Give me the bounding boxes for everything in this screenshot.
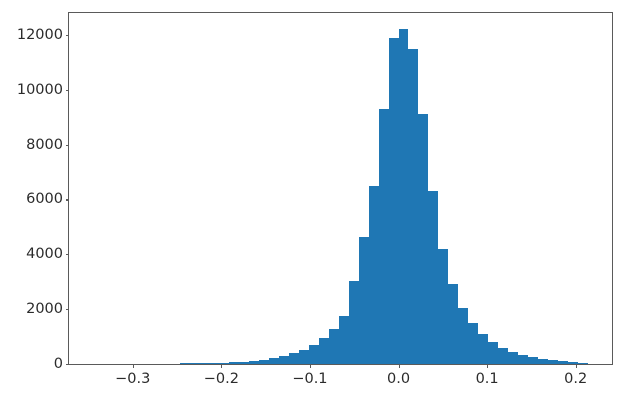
y-tick-label: 8000 xyxy=(26,136,63,153)
y-tick-label: 0 xyxy=(53,355,63,372)
x-tick-label: 0.1 xyxy=(475,371,499,387)
x-tick-label: 0.0 xyxy=(386,371,411,387)
histogram-bar xyxy=(448,284,459,364)
y-tick-mark xyxy=(65,89,69,91)
y-tick-label: 4000 xyxy=(26,246,63,263)
histogram-bar xyxy=(328,328,339,364)
histogram-bar xyxy=(488,342,499,364)
y-tick-label: 12000 xyxy=(16,26,63,43)
histogram-bar xyxy=(408,48,419,364)
histogram-bar xyxy=(289,353,299,364)
histogram-bar xyxy=(179,363,190,364)
x-tick-mark xyxy=(309,364,312,368)
x-tick-label: −0.1 xyxy=(292,371,328,387)
histogram-bar xyxy=(358,236,369,364)
histogram-bar xyxy=(527,356,538,364)
histogram-bar xyxy=(418,114,429,364)
y-tick-mark xyxy=(65,199,69,201)
histogram-bar xyxy=(547,360,558,364)
histogram-bar xyxy=(239,361,250,364)
histogram-bar xyxy=(567,361,578,364)
histogram-bar xyxy=(368,185,379,364)
y-tick-mark xyxy=(65,364,69,366)
x-tick-mark xyxy=(487,364,489,368)
histogram-bar xyxy=(348,280,359,364)
x-tick-label: 0.2 xyxy=(564,371,588,387)
histogram-bar xyxy=(298,349,309,364)
histogram-bar xyxy=(229,362,240,364)
histogram-bar xyxy=(318,337,329,364)
histogram-bar xyxy=(508,351,518,364)
plot-area xyxy=(69,13,612,364)
histogram-bar xyxy=(209,362,220,364)
histogram-bar xyxy=(517,354,528,364)
histogram-bar xyxy=(259,359,270,364)
histogram-bar xyxy=(249,360,260,364)
histogram-bar xyxy=(468,322,479,364)
x-tick-mark xyxy=(132,364,134,368)
y-tick-label: 6000 xyxy=(26,191,63,208)
histogram-bar xyxy=(557,361,568,364)
histogram-bar xyxy=(338,316,349,364)
histogram-bar xyxy=(537,358,548,364)
histogram-bar xyxy=(458,307,469,364)
histogram-bar xyxy=(189,363,200,364)
histogram-bar xyxy=(478,334,489,364)
y-tick-label: 2000 xyxy=(26,300,63,317)
histogram-bar xyxy=(428,191,439,364)
histogram-bar xyxy=(398,29,409,364)
histogram-bar xyxy=(308,344,319,364)
histogram-bar xyxy=(199,362,210,364)
histogram-bar xyxy=(438,248,449,364)
histogram-bar xyxy=(219,362,230,364)
x-tick-mark xyxy=(575,364,577,368)
histogram-bar xyxy=(269,358,280,364)
histogram-bar xyxy=(577,362,588,364)
y-tick-mark xyxy=(65,309,69,311)
y-tick-mark xyxy=(65,34,69,37)
histogram-bar xyxy=(498,347,508,364)
histogram-bar xyxy=(388,37,399,364)
y-tick-mark xyxy=(65,254,69,256)
histogram-bar xyxy=(279,356,290,364)
x-tick-label: −0.3 xyxy=(115,371,151,387)
x-tick-label: −0.2 xyxy=(203,371,239,387)
x-tick-mark xyxy=(221,364,223,368)
y-tick-mark xyxy=(65,144,69,146)
y-tick-label: 10000 xyxy=(16,81,63,98)
histogram-bar xyxy=(378,108,389,364)
x-tick-mark xyxy=(398,364,400,368)
plot-axes: 0 2000 4000 6000 8000 10000 12000 −0.3 −0.2 −0.1… xyxy=(17,12,613,386)
